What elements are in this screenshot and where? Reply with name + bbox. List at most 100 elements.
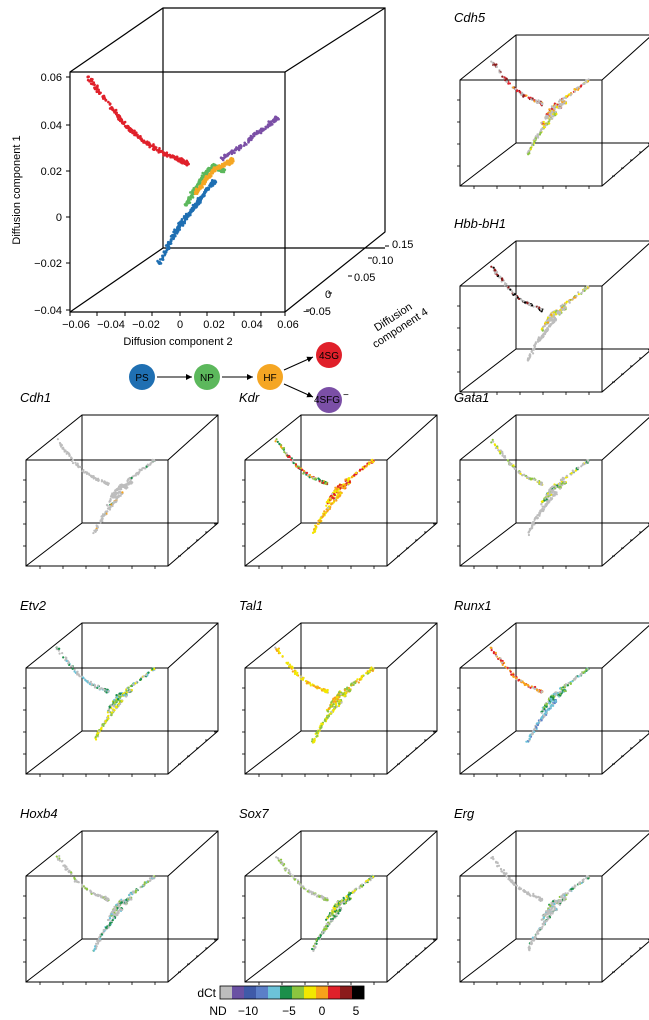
gene-point [563,686,566,689]
gene-point [558,691,561,694]
data-point [178,225,181,228]
gene-point [82,677,85,680]
gene-point [522,95,525,98]
data-point [95,90,99,94]
gene-point [103,688,106,691]
gene-point [553,490,556,494]
gene-point [112,916,115,919]
gene-point [110,714,113,717]
data-point [176,230,180,233]
data-point [163,253,166,257]
gene-point [582,671,585,674]
data-point [236,147,240,151]
gene-point [540,128,543,131]
gene-point [563,101,566,104]
gene-panel-title: Hbb-bH1 [454,216,506,231]
gene-point [147,671,150,674]
gene-point [496,273,499,276]
gene-point [116,911,119,915]
data-point [140,138,144,142]
gene-point [499,657,502,660]
data-point [113,109,117,113]
gene-point [533,138,536,141]
gene-point [571,680,574,683]
gene-panel: Cdh5 [454,10,649,189]
main-x-tick-labels: −0.06 −0.04 −0.02 0 0.02 0.04 0.06 [62,319,299,331]
gene-point [519,472,522,475]
data-point [169,155,172,159]
gene-point [148,879,151,883]
data-point [111,108,114,112]
gene-panel: Gata1 [454,390,649,569]
gene-panel-title: Cdh1 [20,390,51,405]
gene-point [533,730,536,733]
y-tick-label: 0.04 [41,120,62,132]
data-point [116,115,120,119]
data-point [121,122,125,125]
gene-point [327,714,330,717]
data-point [193,190,197,194]
node-hf-label: HF [263,373,276,384]
gene-point [332,697,335,700]
gene-point [75,879,78,883]
gene-point [135,680,138,684]
gene-point [495,654,498,657]
gene-point [541,334,544,337]
data-point [127,128,131,132]
gene-point [326,710,329,713]
data-point [182,215,186,218]
gene-point [346,686,349,689]
gene-point [120,901,123,904]
gene-point [58,859,62,862]
gene-point [355,680,358,683]
gene-point [587,459,590,462]
gene-point [332,501,335,504]
gene-point [333,910,337,913]
gene-point [541,505,544,508]
gene-panel-title: Sox7 [239,806,269,821]
gene-point [85,471,89,474]
gene-point [144,673,148,677]
gene-panel-points [275,856,375,952]
gene-point [313,943,317,946]
gene-point [573,90,576,93]
data-point [216,167,220,170]
data-point [158,149,162,153]
gene-point [541,327,544,330]
gene-point [580,291,583,295]
gene-point [328,707,331,710]
node-ps-circle [129,364,155,390]
gene-point [346,478,349,481]
gene-point [552,109,555,112]
gene-point [112,708,115,711]
gene-point [568,93,571,96]
gene-point [58,647,61,650]
gene-point [573,296,576,299]
gene-point [300,675,303,679]
x-tick-label: −0.06 [62,319,90,331]
gene-point [92,477,95,480]
gene-point [563,689,566,693]
gene-point [528,152,531,155]
gene-point [548,319,551,322]
gene-point [526,476,529,479]
gene-point [130,476,133,480]
gene-point [59,444,62,447]
gene-point [499,275,502,278]
data-point [192,207,195,211]
gene-point [289,458,293,461]
gene-point [107,717,110,720]
gene-point [541,507,544,511]
data-point [135,131,138,135]
main-z-tick-labels: 0.15 0.10 0.05 0 −0.05 [303,239,413,318]
gene-point [557,100,561,103]
y-tick-label: 0.02 [41,166,62,178]
gene-point [70,457,73,460]
gene-point [138,470,141,473]
gene-point [567,682,570,685]
gene-panel-box [25,622,219,775]
gene-point [493,269,496,272]
data-point [205,177,208,180]
gene-point [548,324,552,327]
